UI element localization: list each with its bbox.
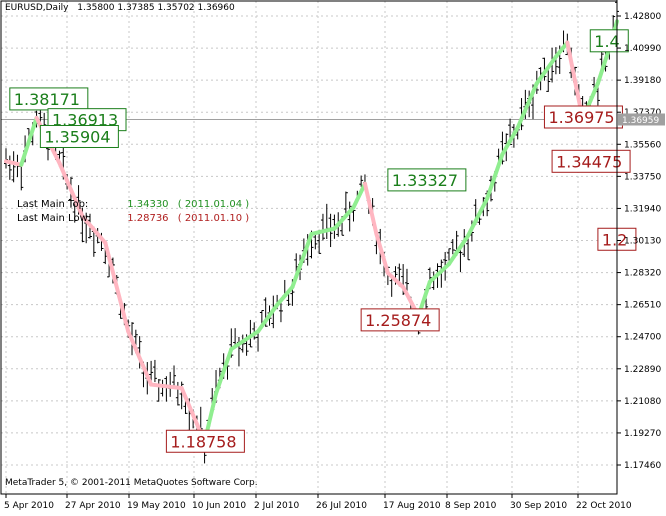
y-tick-label: 1.42800 bbox=[624, 12, 661, 22]
x-tick-label: 17 Aug 2010 bbox=[383, 501, 441, 511]
chart-title: EURUSD,Daily 1.35800 1.37385 1.35702 1.3… bbox=[5, 3, 235, 13]
zigzag-up-segment bbox=[553, 40, 570, 59]
y-tick-label: 1.33750 bbox=[624, 172, 661, 182]
zigzag-down-segment bbox=[374, 231, 390, 275]
last-main-low-date: ( 2011.01.10 ) bbox=[177, 213, 250, 224]
last-main-top-row: Last Main Top: 1.34330 ( 2011.01.04 ) bbox=[17, 199, 249, 210]
zigzag-down-segment bbox=[149, 382, 184, 391]
swing-label-box bbox=[589, 29, 629, 53]
zigzag-down-segment bbox=[4, 159, 24, 167]
y-tick-label: 1.24700 bbox=[624, 333, 661, 343]
zigzag-up-segment bbox=[256, 302, 280, 334]
plot-frame bbox=[0, 0, 618, 495]
zigzag-up-segment bbox=[214, 347, 234, 396]
swing-label: 1.35904 bbox=[39, 124, 119, 148]
swing-label: 1.36975 bbox=[543, 105, 623, 129]
zigzag-down-segment bbox=[57, 161, 85, 219]
swing-label-text: 1.18758 bbox=[170, 432, 236, 451]
swing-label-box bbox=[39, 124, 119, 148]
last-main-top-date: ( 2011.01.04 ) bbox=[177, 199, 250, 210]
swing-label-text: 1.35904 bbox=[44, 127, 110, 146]
swing-label-text: 1.33327 bbox=[392, 171, 458, 190]
y-tick-label: 1.37370 bbox=[624, 108, 661, 118]
zigzag-up-segment bbox=[332, 205, 356, 231]
zigzag-up-segment bbox=[534, 54, 558, 86]
last-main-top-label: Last Main Top: bbox=[17, 199, 89, 210]
zigzag-up-segment bbox=[290, 231, 314, 290]
swing-label: 1.38171 bbox=[9, 87, 89, 111]
last-main-low-value: 1.28736 bbox=[127, 213, 169, 224]
swing-label-text: 1.38171 bbox=[14, 90, 80, 109]
zigzag-up-segment bbox=[515, 81, 539, 130]
swing-label: 1.4 bbox=[589, 29, 629, 53]
x-tick-label: 5 Apr 2010 bbox=[4, 501, 54, 511]
x-tick-label: 22 Oct 2010 bbox=[576, 501, 632, 511]
x-tick-label: 8 Sep 2010 bbox=[445, 501, 497, 511]
zigzag-up-segment bbox=[351, 181, 367, 210]
y-tick-label: 1.31940 bbox=[624, 204, 661, 214]
y-tick-label: 1.28320 bbox=[624, 269, 661, 279]
zigzag-down-segment bbox=[80, 214, 108, 245]
zigzag-up-segment bbox=[595, 45, 612, 86]
x-tick-label: 2 Jul 2010 bbox=[254, 501, 299, 511]
x-tick-label: 30 Sep 2010 bbox=[510, 501, 567, 511]
swing-label-text: 1.25874 bbox=[365, 311, 431, 330]
y-tick-label: 1.19270 bbox=[624, 429, 661, 439]
swing-label-text: 1.2 bbox=[602, 230, 627, 249]
swing-label-text: 1.4 bbox=[594, 32, 619, 51]
swing-label: 1.33327 bbox=[387, 168, 467, 192]
swing-label: 1.18758 bbox=[165, 429, 245, 453]
y-tick-label: 1.35560 bbox=[624, 140, 661, 150]
ohlc-values: 1.35800 1.37385 1.35702 1.36960 bbox=[77, 3, 235, 13]
current-price-label: 1.36959 bbox=[622, 116, 659, 126]
last-main-top-value: 1.34330 bbox=[127, 199, 169, 210]
y-tick-label: 1.22890 bbox=[624, 365, 661, 375]
y-tick-label: 1.40990 bbox=[624, 44, 661, 54]
zigzag-up-segment bbox=[309, 226, 337, 236]
x-tick-label: 19 May 2010 bbox=[127, 501, 186, 511]
copyright-text: MetaTrader 5, © 2001-2011 MetaQuotes Sof… bbox=[5, 478, 258, 488]
y-tick-label: 1.30130 bbox=[624, 237, 661, 247]
swing-label: 1.34475 bbox=[551, 149, 631, 173]
zigzag-down-segment bbox=[362, 181, 379, 236]
zigzag-up-segment bbox=[466, 196, 490, 238]
swing-label: 1.25874 bbox=[360, 308, 440, 332]
y-tick-label: 1.21080 bbox=[624, 397, 661, 407]
zigzag-up-segment bbox=[485, 152, 505, 201]
y-tick-label: 1.39180 bbox=[624, 76, 661, 86]
swing-label-box bbox=[360, 308, 440, 332]
zigzag-down-segment bbox=[103, 240, 131, 334]
zigzag-up-segment bbox=[275, 285, 295, 307]
x-tick-label: 26 Jul 2010 bbox=[316, 501, 367, 511]
x-tick-label: 27 Apr 2010 bbox=[65, 501, 121, 511]
zigzag-down-segment bbox=[126, 329, 154, 387]
zigzag-up-segment bbox=[427, 262, 451, 284]
grid bbox=[1, 1, 617, 494]
y-tick-label: 1.17460 bbox=[624, 461, 661, 471]
zigzag-up-segment bbox=[229, 329, 261, 352]
swing-label-text: 1.36913 bbox=[52, 111, 118, 130]
zigzag-up-segment bbox=[446, 233, 471, 267]
y-tick-label: 1.26510 bbox=[624, 301, 661, 311]
swing-label-box bbox=[551, 149, 631, 173]
symbol-label: EURUSD,Daily bbox=[5, 3, 69, 13]
swing-label-box bbox=[165, 429, 245, 453]
last-main-low-row: Last Main Low: 1.28736 ( 2011.01.10 ) bbox=[17, 213, 249, 224]
swing-label-text: 1.34475 bbox=[556, 152, 622, 171]
current-price-tag bbox=[618, 113, 665, 126]
zigzag-up-segment bbox=[500, 125, 520, 157]
swing-label-box bbox=[387, 168, 467, 192]
swing-label-text: 1.36975 bbox=[548, 108, 614, 127]
zigzag-down-segment bbox=[385, 270, 406, 290]
last-main-low-label: Last Main Low: bbox=[17, 213, 91, 224]
x-tick-label: 10 Jun 2010 bbox=[192, 501, 246, 511]
zigzag-up-segment bbox=[19, 115, 39, 167]
